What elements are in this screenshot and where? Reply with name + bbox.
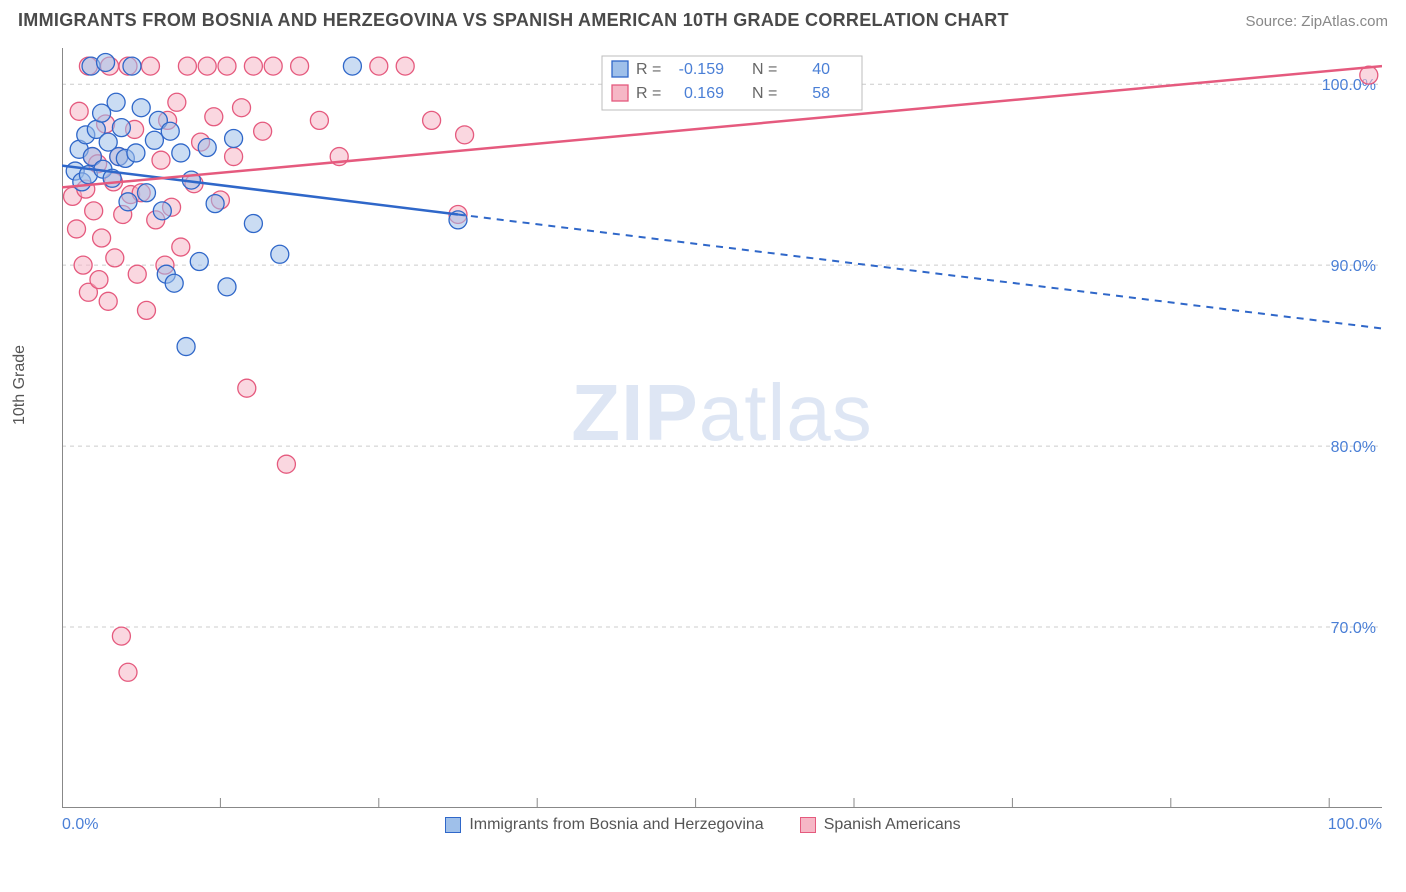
data-point (244, 215, 262, 233)
svg-text:N =: N = (752, 85, 777, 102)
data-point (291, 57, 309, 75)
data-point (396, 57, 414, 75)
chart-svg: 70.0%80.0%90.0%100.0%R =-0.159N =40R =0.… (62, 48, 1382, 808)
trend-line-dashed (458, 214, 1382, 328)
data-point (123, 57, 141, 75)
data-point (271, 245, 289, 263)
data-point (119, 193, 137, 211)
legend-swatch (445, 817, 461, 833)
data-point (137, 301, 155, 319)
title-bar: IMMIGRANTS FROM BOSNIA AND HERZEGOVINA V… (18, 10, 1388, 31)
legend-swatch (800, 817, 816, 833)
data-point (145, 131, 163, 149)
data-point (178, 57, 196, 75)
data-point (168, 93, 186, 111)
y-axis-title: 10th Grade (11, 345, 29, 425)
correlation-legend: R = -0.159 N = 40 R = 0.169 N = 58 (602, 56, 862, 110)
data-point (152, 151, 170, 169)
svg-text:58: 58 (812, 85, 830, 102)
data-point (107, 93, 125, 111)
data-point (238, 379, 256, 397)
svg-text:40: 40 (812, 61, 830, 78)
data-point (106, 249, 124, 267)
data-point (225, 129, 243, 147)
data-point (218, 278, 236, 296)
data-point (161, 122, 179, 140)
data-point (137, 184, 155, 202)
data-point (225, 148, 243, 166)
svg-text:0.169: 0.169 (684, 85, 724, 102)
data-point (218, 57, 236, 75)
data-point (233, 99, 251, 117)
data-point (190, 253, 208, 271)
data-point (198, 57, 216, 75)
data-point (90, 271, 108, 289)
data-point (172, 144, 190, 162)
data-point (370, 57, 388, 75)
source-label: Source: ZipAtlas.com (1245, 13, 1388, 30)
data-point (141, 57, 159, 75)
svg-text:R =: R = (636, 85, 661, 102)
y-tick-label: 90.0% (1331, 258, 1376, 275)
svg-text:R =: R = (636, 61, 661, 78)
y-tick-label: 70.0% (1331, 620, 1376, 637)
svg-text:-0.159: -0.159 (679, 61, 724, 78)
data-point (112, 119, 130, 137)
data-point (112, 627, 130, 645)
y-tick-label: 80.0% (1331, 439, 1376, 456)
data-point (85, 202, 103, 220)
data-point (127, 144, 145, 162)
legend-item: Immigrants from Bosnia and Herzegovina (445, 816, 763, 834)
data-point (68, 220, 86, 238)
data-point (165, 274, 183, 292)
data-point (198, 139, 216, 157)
data-point (93, 229, 111, 247)
data-point (177, 338, 195, 356)
data-point (310, 111, 328, 129)
legend-label: Immigrants from Bosnia and Herzegovina (469, 816, 763, 834)
data-point (153, 202, 171, 220)
data-point (99, 292, 117, 310)
data-point (74, 256, 92, 274)
data-point (128, 265, 146, 283)
data-point (70, 102, 88, 120)
data-point (254, 122, 272, 140)
data-point (244, 57, 262, 75)
data-point (456, 126, 474, 144)
data-point (97, 53, 115, 71)
chart-title: IMMIGRANTS FROM BOSNIA AND HERZEGOVINA V… (18, 10, 1009, 31)
legend-label: Spanish Americans (824, 816, 961, 834)
legend-item: Spanish Americans (800, 816, 961, 834)
data-point (264, 57, 282, 75)
data-point (132, 99, 150, 117)
data-point (277, 455, 295, 473)
bottom-legend: Immigrants from Bosnia and Herzegovina Sp… (0, 816, 1406, 834)
data-point (423, 111, 441, 129)
data-point (172, 238, 190, 256)
plot-area: 70.0%80.0%90.0%100.0%R =-0.159N =40R =0.… (62, 48, 1382, 808)
svg-text:N =: N = (752, 61, 777, 78)
data-point (206, 195, 224, 213)
data-point (205, 108, 223, 126)
data-point (343, 57, 361, 75)
data-point (119, 663, 137, 681)
